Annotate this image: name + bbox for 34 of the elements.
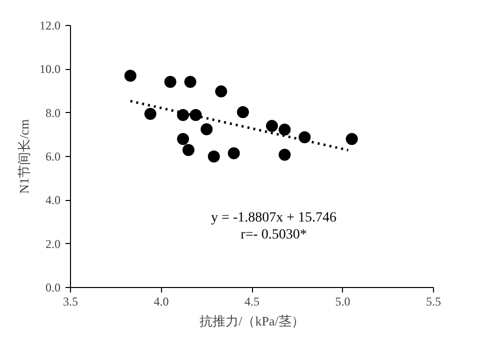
point bbox=[278, 148, 291, 161]
point bbox=[228, 147, 240, 160]
y-tick-label: 10.0 bbox=[40, 62, 60, 76]
x-tick-label: 3.5 bbox=[63, 294, 78, 308]
point bbox=[346, 133, 358, 146]
y-tick-label: 6.0 bbox=[46, 150, 60, 164]
x-tick-label: 5.5 bbox=[426, 294, 441, 308]
y-tick-label: 12.0 bbox=[40, 18, 60, 32]
y-tick-label: 4.0 bbox=[46, 193, 60, 208]
y-axis-title: N1节间长/cm bbox=[16, 119, 32, 194]
point bbox=[177, 109, 190, 122]
annotation: y = -1.8807x + 15.746 bbox=[211, 210, 337, 226]
point bbox=[215, 85, 228, 98]
point bbox=[124, 70, 136, 82]
point bbox=[298, 131, 311, 144]
point bbox=[184, 76, 196, 88]
point bbox=[190, 109, 202, 122]
point bbox=[177, 133, 190, 146]
x-axis-title: 抗推力/（kPa/茎） bbox=[200, 314, 304, 328]
x-tick-label: 4.5 bbox=[244, 294, 260, 308]
point bbox=[208, 150, 220, 162]
point bbox=[266, 120, 278, 132]
annotation: r=- 0.5030* bbox=[240, 228, 307, 243]
point bbox=[278, 124, 291, 136]
point bbox=[236, 106, 249, 118]
x-tick-label: 4.0 bbox=[154, 294, 169, 308]
point bbox=[164, 76, 176, 88]
x-tick-label: 5.0 bbox=[335, 294, 350, 308]
point bbox=[144, 108, 156, 120]
point bbox=[200, 123, 213, 136]
point bbox=[182, 144, 194, 156]
y-tick-label: 0.0 bbox=[46, 280, 60, 294]
y-tick-label: 2.0 bbox=[46, 236, 60, 251]
y-tick-label: 8.0 bbox=[46, 106, 60, 120]
